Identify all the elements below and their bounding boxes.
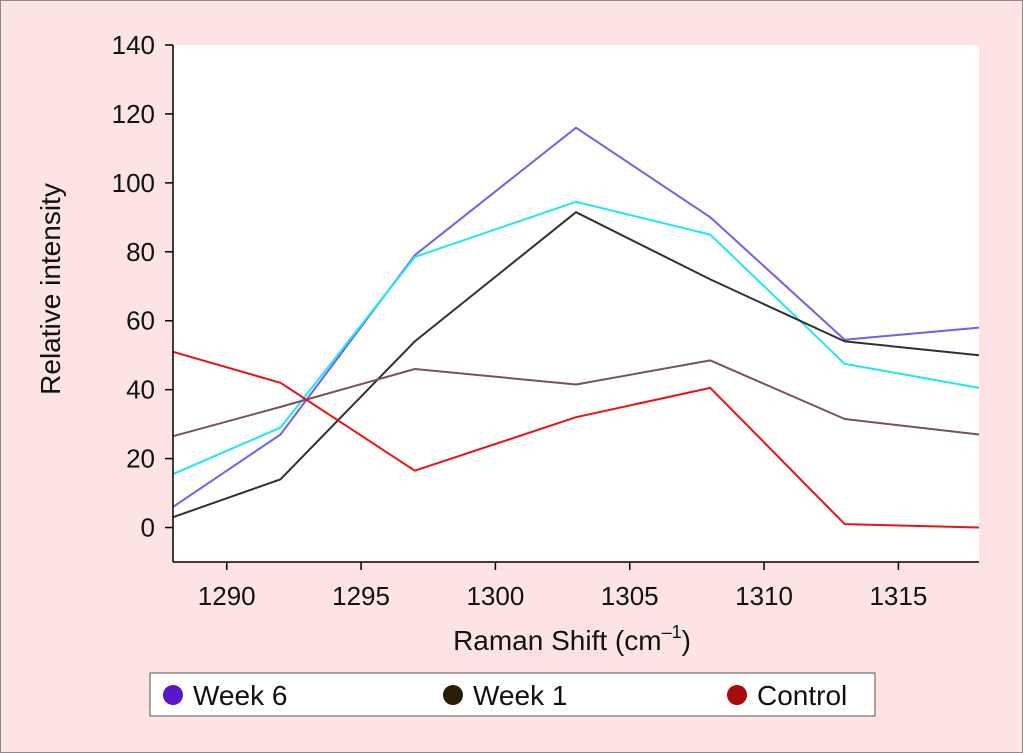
y-ticks: 0 20 40 60 80 100 120 140 [112, 30, 173, 543]
series-layer [172, 126, 980, 529]
x-tick-label: 1315 [869, 581, 927, 611]
y-tick-label: 0 [141, 513, 155, 543]
series-line-1 [172, 126, 980, 508]
y-tick-label: 120 [112, 99, 155, 129]
y-tick-label: 60 [126, 306, 155, 336]
legend-label: Week 1 [473, 680, 567, 711]
x-tick-label: 1305 [601, 581, 659, 611]
legend-marker [443, 685, 463, 705]
x-tick-label: 1300 [466, 581, 524, 611]
y-tick-label: 20 [126, 444, 155, 474]
y-tick-label: 100 [112, 168, 155, 198]
legend-marker [163, 685, 183, 705]
series-line-3 [172, 211, 980, 519]
y-tick-label: 140 [112, 30, 155, 60]
legend-label: Week 6 [193, 680, 287, 711]
y-tick-label: 40 [126, 375, 155, 405]
legend-box [149, 672, 876, 717]
series-line-2 [172, 200, 980, 476]
x-tick-label: 1295 [332, 581, 390, 611]
x-tick-label: 1290 [198, 581, 256, 611]
series-line-5 [172, 350, 980, 529]
plot-area [173, 45, 979, 562]
x-tick-label: 1310 [735, 581, 793, 611]
legend-marker [727, 685, 747, 705]
y-axis-title: Relative intensity [35, 183, 66, 395]
x-axis-title: Raman Shift (cm–1) [453, 622, 691, 656]
y-tick-label: 80 [126, 237, 155, 267]
series-line-4 [172, 359, 980, 438]
x-ticks: 1290 1295 1300 1305 1310 1315 [198, 562, 927, 611]
legend-label: Control [757, 680, 847, 711]
legend: Week 6 Week 1 Control [163, 680, 847, 711]
